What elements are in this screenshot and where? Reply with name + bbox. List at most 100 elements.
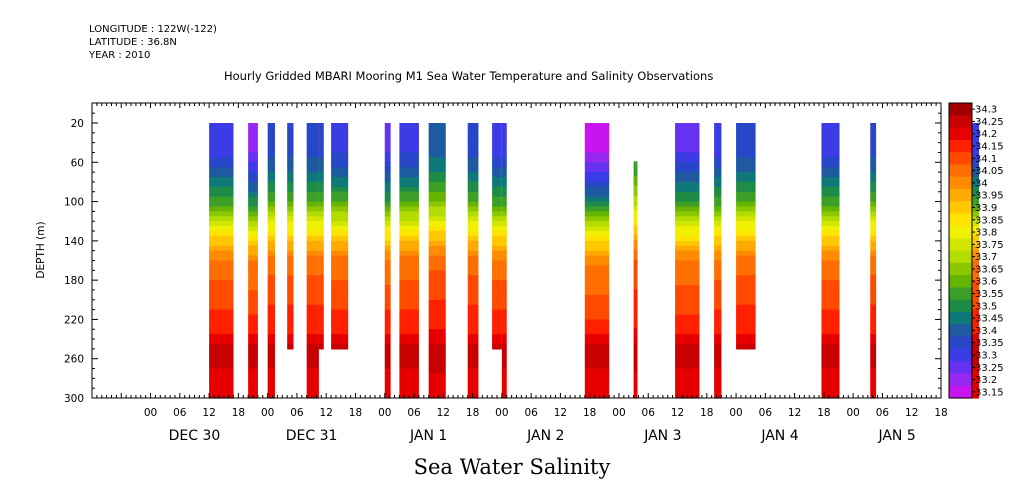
salinity-cell — [209, 314, 234, 321]
salinity-cell — [267, 245, 275, 252]
salinity-cell — [675, 240, 700, 247]
salinity-cell — [306, 191, 319, 198]
data-column — [318, 123, 324, 350]
salinity-cell — [492, 319, 502, 325]
salinity-cell — [248, 167, 258, 173]
salinity-cell — [736, 255, 756, 262]
salinity-cell — [501, 334, 507, 340]
salinity-cell — [501, 167, 507, 173]
salinity-cell — [306, 250, 319, 257]
salinity-cell — [870, 289, 877, 296]
salinity-cell — [267, 388, 275, 394]
salinity-cell — [675, 299, 700, 306]
colorbar-label: 34 — [975, 178, 988, 189]
salinity-cell — [287, 167, 294, 173]
salinity-cell — [821, 393, 840, 399]
salinity-cell — [287, 289, 294, 296]
salinity-cell — [384, 348, 391, 355]
salinity-cell — [501, 147, 507, 154]
salinity-cell — [870, 383, 877, 389]
salinity-cell — [714, 157, 722, 163]
salinity-cell — [467, 363, 479, 370]
salinity-cell — [584, 343, 610, 350]
salinity-cell — [501, 324, 507, 330]
salinity-cell — [501, 314, 507, 321]
salinity-cell — [248, 324, 258, 330]
salinity-cell — [821, 304, 840, 311]
salinity-cell — [870, 363, 877, 370]
salinity-cell — [584, 177, 610, 183]
salinity-cell — [428, 304, 446, 311]
salinity-cell — [501, 172, 507, 178]
salinity-cell — [248, 334, 258, 340]
salinity-cell — [209, 201, 234, 208]
salinity-cell — [384, 240, 391, 247]
salinity-cell — [428, 289, 446, 296]
salinity-cell — [821, 265, 840, 271]
salinity-cell — [821, 383, 840, 389]
salinity-cell — [267, 162, 275, 168]
salinity-cell — [287, 285, 294, 291]
x-tick-label: 12 — [320, 407, 333, 419]
salinity-cell — [306, 373, 319, 379]
year-label: YEAR : 2010 — [89, 50, 151, 61]
salinity-cell — [209, 255, 234, 262]
salinity-cell — [467, 123, 479, 129]
salinity-cell — [714, 324, 722, 330]
salinity-cell — [467, 329, 479, 335]
salinity-cell — [384, 373, 391, 379]
salinity-cell — [267, 324, 275, 330]
salinity-cell — [248, 368, 258, 375]
salinity-cell — [675, 147, 700, 154]
salinity-cell — [870, 152, 877, 158]
salinity-cell — [318, 127, 324, 134]
salinity-cell — [584, 260, 610, 267]
salinity-cell — [584, 383, 610, 389]
x-day-label: DEC 30 — [169, 428, 221, 444]
salinity-cell — [584, 324, 610, 330]
salinity-cell — [584, 162, 610, 168]
salinity-cell — [584, 368, 610, 375]
salinity-cell — [287, 329, 294, 335]
salinity-cell — [501, 226, 507, 232]
x-tick-label: 06 — [173, 407, 187, 419]
salinity-cell — [467, 255, 479, 262]
salinity-cell — [209, 289, 234, 296]
salinity-cell — [870, 343, 877, 350]
salinity-cell — [633, 347, 638, 354]
salinity-cell — [399, 240, 419, 247]
salinity-cell — [306, 309, 319, 316]
salinity-cell — [209, 270, 234, 276]
salinity-cell — [584, 250, 610, 257]
salinity-cell — [318, 157, 324, 163]
salinity-cell — [821, 216, 840, 222]
salinity-cell — [428, 123, 446, 129]
salinity-cell — [584, 289, 610, 296]
salinity-cell — [633, 234, 638, 241]
salinity-cell — [736, 319, 756, 325]
salinity-cell — [467, 388, 479, 394]
salinity-cell — [209, 368, 234, 375]
salinity-cell — [467, 206, 479, 212]
salinity-cell — [318, 142, 324, 149]
salinity-cell — [399, 299, 419, 306]
x-tick-label: 00 — [729, 407, 742, 419]
salinity-cell — [633, 308, 638, 315]
salinity-cell — [399, 280, 419, 286]
salinity-cell — [248, 152, 258, 158]
salinity-cell — [267, 196, 275, 203]
salinity-cell — [870, 368, 877, 375]
salinity-cell — [633, 392, 638, 398]
salinity-cell — [584, 319, 610, 325]
salinity-cell — [633, 382, 638, 388]
salinity-cell — [675, 231, 700, 237]
salinity-cell — [209, 226, 234, 232]
salinity-cell — [428, 319, 446, 325]
salinity-cell — [870, 196, 877, 203]
salinity-cell — [306, 132, 319, 139]
salinity-cell — [736, 260, 756, 267]
salinity-cell — [428, 348, 446, 355]
salinity-cell — [714, 378, 722, 384]
salinity-cell — [384, 294, 391, 301]
salinity-cell — [633, 176, 638, 182]
